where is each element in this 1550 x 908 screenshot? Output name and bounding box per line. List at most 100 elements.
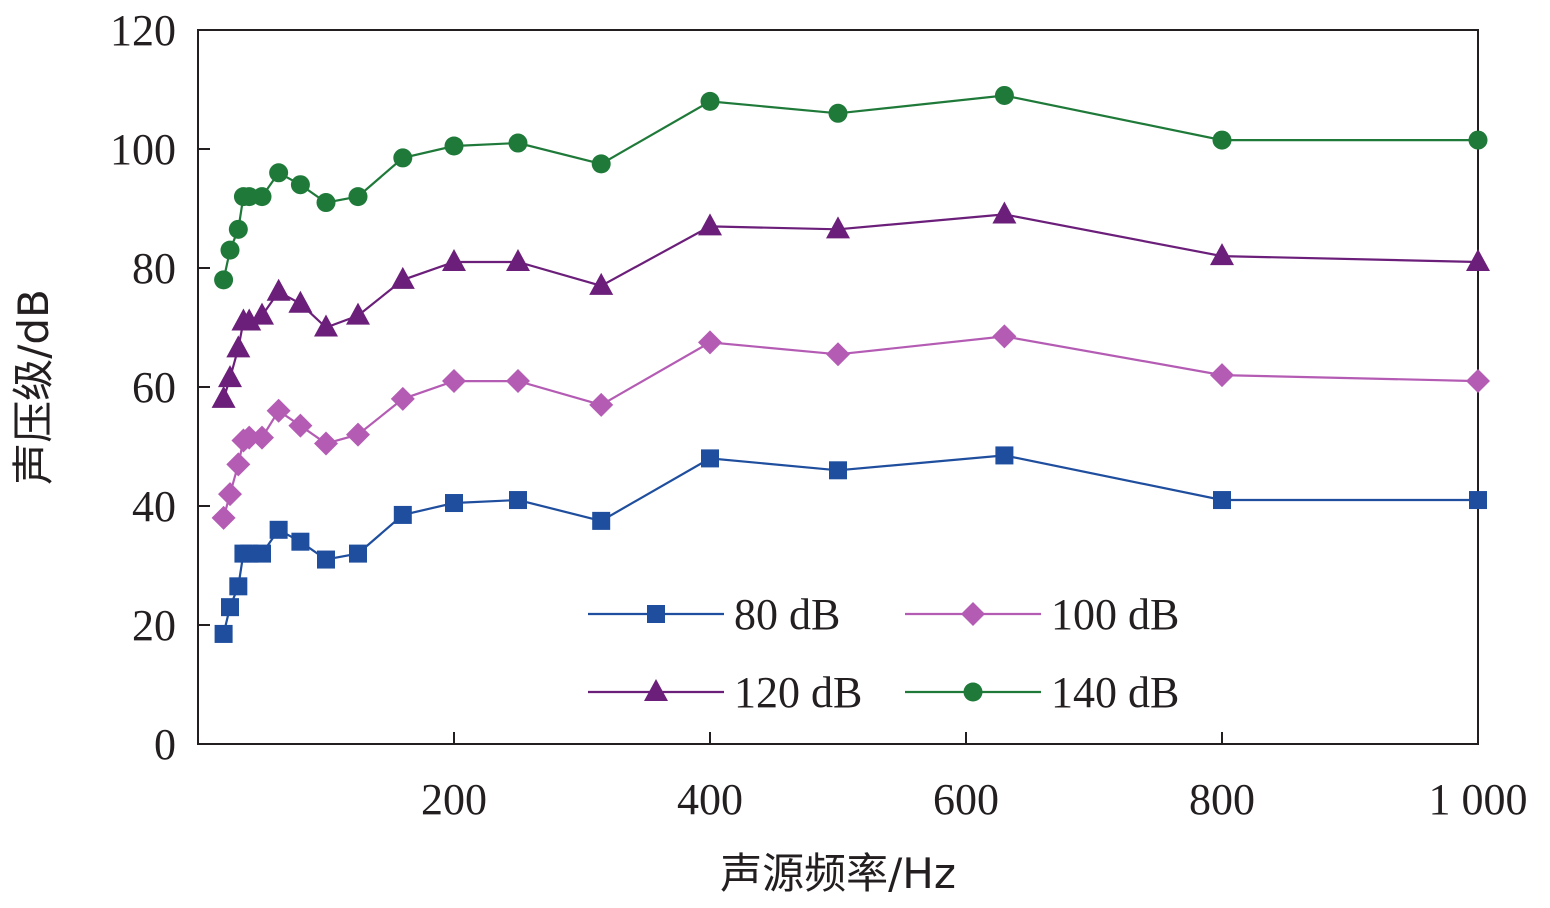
data-point bbox=[214, 270, 234, 290]
data-point bbox=[992, 324, 1017, 349]
data-point bbox=[1210, 243, 1234, 266]
legend-entry: 120 dB bbox=[588, 668, 862, 717]
data-point bbox=[237, 425, 262, 450]
legend-marker bbox=[961, 602, 985, 626]
legend-label: 80 dB bbox=[734, 590, 840, 639]
data-point bbox=[349, 544, 367, 563]
data-point bbox=[348, 187, 368, 207]
data-point bbox=[506, 369, 530, 394]
data-point bbox=[228, 219, 248, 239]
data-point bbox=[509, 491, 527, 510]
data-point bbox=[1468, 130, 1488, 150]
y-tick-label: 120 bbox=[110, 6, 176, 55]
y-axis-title: 声压级/dB bbox=[9, 289, 58, 485]
data-point bbox=[390, 386, 415, 411]
data-point bbox=[995, 446, 1014, 465]
series-2 bbox=[211, 324, 1490, 530]
data-point bbox=[444, 136, 464, 156]
data-point bbox=[445, 494, 463, 513]
data-point bbox=[269, 163, 289, 183]
y-tick-label: 100 bbox=[110, 125, 176, 174]
data-point bbox=[346, 302, 370, 325]
x-tick-label: 400 bbox=[677, 775, 743, 824]
legend-marker bbox=[647, 605, 665, 623]
data-point bbox=[1212, 130, 1232, 150]
data-point bbox=[698, 330, 722, 355]
legend-label: 140 dB bbox=[1051, 668, 1179, 717]
legend-marker bbox=[644, 679, 668, 701]
x-tick-label: 800 bbox=[1189, 775, 1255, 824]
data-point bbox=[390, 266, 415, 289]
data-point bbox=[1466, 369, 1490, 394]
data-point bbox=[288, 413, 313, 438]
data-point bbox=[317, 550, 335, 569]
data-point bbox=[994, 85, 1014, 105]
data-point bbox=[290, 175, 310, 195]
data-point bbox=[591, 154, 611, 174]
data-point bbox=[393, 505, 412, 524]
x-tick-label: 1 000 bbox=[1429, 775, 1528, 824]
data-point bbox=[211, 505, 236, 530]
data-point bbox=[1213, 491, 1231, 510]
data-point bbox=[288, 290, 313, 313]
data-point bbox=[589, 392, 614, 417]
data-point bbox=[237, 308, 262, 331]
tick-group: 0 20 40 60 80 100 120 200 400 600 800 1 000 bbox=[110, 6, 1528, 824]
data-point bbox=[220, 240, 240, 260]
x-axis-title: 声源频率/Hz bbox=[720, 849, 956, 898]
data-point bbox=[506, 249, 530, 272]
y-tick-label: 80 bbox=[132, 244, 176, 293]
data-point bbox=[346, 422, 370, 447]
data-point bbox=[266, 398, 291, 423]
legend-label: 100 dB bbox=[1051, 590, 1179, 639]
series-line bbox=[222, 94, 1478, 281]
x-tick-label: 200 bbox=[421, 775, 487, 824]
data-point bbox=[266, 278, 291, 301]
data-point bbox=[589, 272, 614, 295]
x-tick-label: 600 bbox=[933, 775, 999, 824]
data-point bbox=[229, 577, 248, 596]
series-line bbox=[222, 454, 1478, 635]
legend-marker bbox=[963, 682, 983, 702]
y-tick-label: 60 bbox=[132, 363, 176, 412]
data-point bbox=[218, 482, 242, 507]
y-tick-label: 20 bbox=[132, 601, 176, 650]
data-point bbox=[698, 213, 722, 236]
legend: 80 dB 100 dB 120 dB 140 dB bbox=[588, 590, 1179, 717]
data-point bbox=[1210, 363, 1234, 388]
data-point bbox=[291, 532, 310, 551]
legend-entry: 80 dB bbox=[588, 590, 840, 639]
data-point bbox=[211, 385, 236, 408]
series-1 bbox=[214, 446, 1487, 643]
data-point bbox=[393, 148, 413, 168]
data-point bbox=[218, 365, 242, 388]
legend-label: 120 dB bbox=[734, 668, 862, 717]
data-point bbox=[314, 314, 338, 337]
data-point bbox=[250, 425, 274, 450]
data-point bbox=[314, 431, 338, 456]
series-line bbox=[222, 335, 1479, 519]
data-point bbox=[508, 133, 528, 153]
data-point bbox=[214, 624, 233, 643]
data-point bbox=[829, 461, 847, 480]
data-point bbox=[826, 342, 850, 367]
data-point bbox=[253, 544, 271, 563]
data-point bbox=[250, 302, 274, 325]
series-group bbox=[211, 85, 1490, 643]
data-point bbox=[252, 187, 272, 207]
series-line bbox=[222, 213, 1479, 400]
legend-entry: 100 dB bbox=[905, 590, 1179, 639]
data-point bbox=[701, 449, 719, 468]
data-point bbox=[226, 335, 251, 358]
data-point bbox=[442, 249, 466, 272]
data-point bbox=[592, 511, 611, 530]
data-point bbox=[828, 103, 848, 123]
data-point bbox=[992, 201, 1017, 224]
y-tick-label: 0 bbox=[154, 720, 176, 769]
data-point bbox=[221, 598, 239, 617]
data-point bbox=[269, 520, 288, 539]
data-point bbox=[316, 193, 336, 213]
legend-entry: 140 dB bbox=[905, 668, 1179, 717]
data-point bbox=[226, 452, 251, 477]
